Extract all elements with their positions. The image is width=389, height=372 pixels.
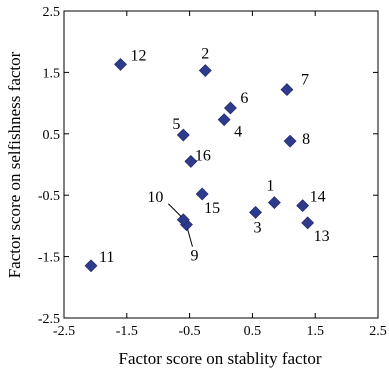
y-tick-label: 0.5 — [43, 128, 61, 143]
point-label-11: 11 — [99, 249, 114, 266]
point-label-4: 4 — [234, 124, 242, 141]
data-point-13 — [301, 216, 315, 230]
x-tick-label: 1.5 — [306, 324, 324, 339]
data-point-15 — [195, 187, 209, 201]
point-label-1: 1 — [266, 178, 274, 195]
point-label-6: 6 — [240, 90, 248, 107]
y-tick-label: 1.5 — [43, 66, 61, 81]
point-label-12: 12 — [131, 47, 147, 64]
leader-line-9 — [186, 228, 193, 247]
point-label-16: 16 — [195, 147, 211, 164]
y-tick-label: 2.5 — [43, 5, 61, 20]
data-point-2 — [198, 64, 212, 77]
point-label-15: 15 — [204, 200, 220, 217]
point-label-8: 8 — [302, 131, 310, 148]
data-point-14 — [296, 199, 310, 213]
y-tick-label: -2.5 — [38, 312, 60, 327]
data-point-16 — [184, 155, 198, 168]
plot-frame — [63, 10, 379, 319]
data-point-10 — [176, 213, 190, 227]
point-label-7: 7 — [301, 72, 309, 89]
x-tick-label: 2.5 — [369, 324, 387, 339]
point-label-5: 5 — [172, 116, 180, 133]
data-point-3 — [249, 205, 262, 219]
x-axis-title: Factor score on stablity factor — [119, 349, 322, 368]
x-tick-label: -1.5 — [116, 324, 138, 339]
plot-area: -2.5 -1.5 -0.5 0.5 1.5 2.5 2.5 1.5 0.5 -0.5 -1.5 -2… — [38, 5, 387, 339]
data-point-1 — [267, 196, 281, 209]
data-point-8 — [283, 134, 297, 148]
x-tick-label: 0.5 — [244, 324, 262, 339]
y-axis-title: Factor score on selfishness factor — [5, 51, 24, 278]
x-tick-label: -2.5 — [53, 324, 75, 339]
point-label-14: 14 — [310, 189, 326, 206]
data-point-12 — [114, 57, 127, 71]
x-tick-label: -0.5 — [179, 324, 201, 339]
data-point-5 — [176, 128, 190, 142]
point-label-10: 10 — [147, 189, 163, 206]
y-tick-label: -1.5 — [38, 251, 60, 266]
data-point-7 — [280, 83, 294, 97]
data-point-6 — [223, 101, 237, 115]
leader-line-10 — [167, 203, 182, 218]
point-label-2: 2 — [201, 46, 209, 63]
point-label-3: 3 — [254, 219, 262, 236]
y-tick-label: -0.5 — [38, 189, 60, 204]
point-label-13: 13 — [314, 228, 330, 245]
data-point-4 — [217, 113, 231, 127]
data-point-11 — [84, 259, 98, 273]
point-label-9: 9 — [190, 248, 198, 265]
